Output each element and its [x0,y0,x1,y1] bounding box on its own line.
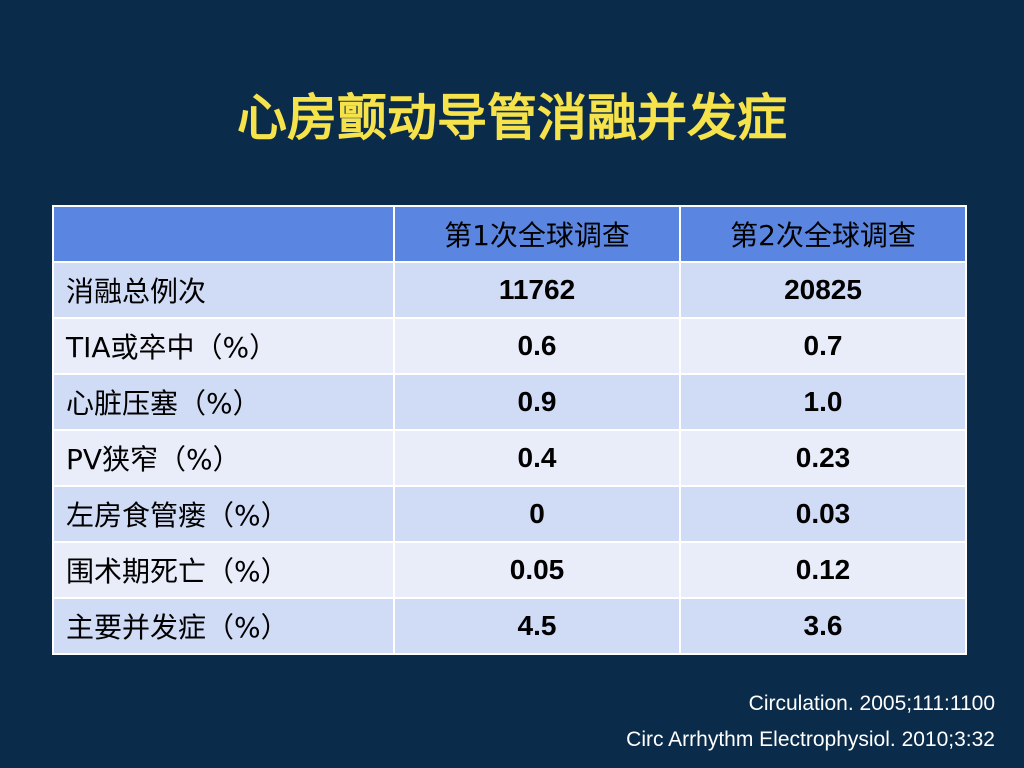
table-row: TIA或卒中（%） 0.6 0.7 [52,317,967,375]
table-row: 围术期死亡（%） 0.05 0.12 [52,541,967,599]
row-label: 心脏压塞（%） [52,373,395,431]
value-cell: 0.03 [679,485,967,543]
row-label: 围术期死亡（%） [52,541,395,599]
citation: Circulation. 2005;111:1100 [748,692,995,715]
value-cell: 3.6 [679,597,967,655]
data-table: 第1次全球调查 第2次全球调查 消融总例次 11762 20825 TIA或卒中（%） 0… [52,205,967,655]
value-cell: 11762 [393,261,681,319]
value-cell: 0.12 [679,541,967,599]
header-cell [52,205,395,263]
value-cell: 0.9 [393,373,681,431]
row-label: 左房食管瘘（%） [52,485,395,543]
table-row: 主要并发症（%） 4.5 3.6 [52,597,967,655]
row-label: TIA或卒中（%） [52,317,395,375]
slide-title: 心房颤动导管消融并发症 [237,89,787,147]
row-label: 消融总例次 [52,261,395,319]
value-cell: 0 [393,485,681,543]
row-label: 主要并发症（%） [52,597,395,655]
table-row: 心脏压塞（%） 0.9 1.0 [52,373,967,431]
header-cell: 第1次全球调查 [393,205,681,263]
citation: Circ Arrhythm Electrophysiol. 2010;3:32 [626,728,995,751]
table-row: PV狭窄（%） 0.4 0.23 [52,429,967,487]
value-cell: 0.05 [393,541,681,599]
value-cell: 0.4 [393,429,681,487]
table-row: 消融总例次 11762 20825 [52,261,967,319]
header-cell: 第2次全球调查 [679,205,967,263]
table-row: 左房食管瘘（%） 0 0.03 [52,485,967,543]
value-cell: 0.7 [679,317,967,375]
value-cell: 1.0 [679,373,967,431]
value-cell: 0.6 [393,317,681,375]
value-cell: 4.5 [393,597,681,655]
value-cell: 0.23 [679,429,967,487]
row-label: PV狭窄（%） [52,429,395,487]
value-cell: 20825 [679,261,967,319]
header-row: 第1次全球调查 第2次全球调查 [52,205,967,263]
